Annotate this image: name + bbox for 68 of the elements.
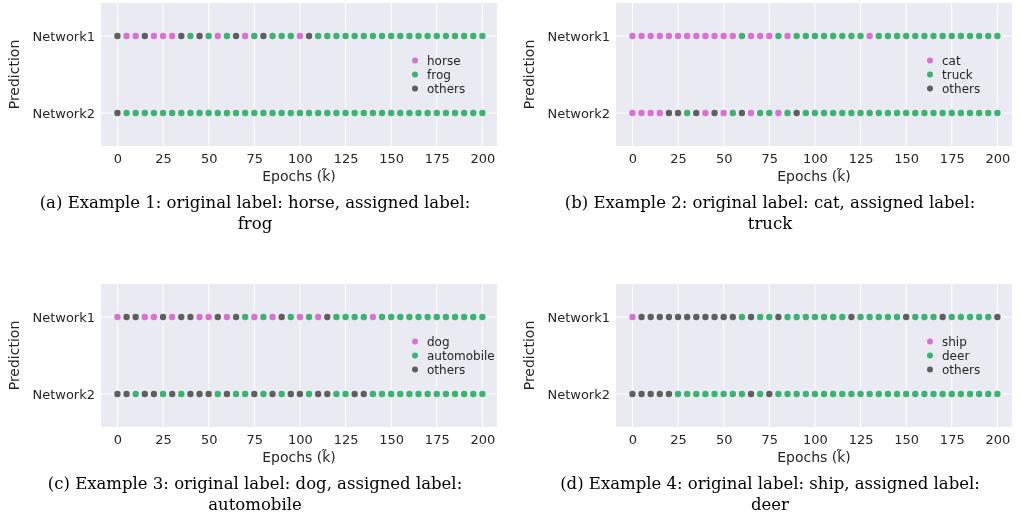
x-tick-label: 100 bbox=[288, 432, 313, 448]
y-tick-label: Network1 bbox=[547, 28, 610, 44]
x-tick-label: 125 bbox=[333, 432, 359, 448]
x-tick-label: 25 bbox=[155, 432, 172, 448]
x-tick-label: 0 bbox=[113, 432, 123, 448]
x-axis-title: Epochs (k̃) bbox=[262, 168, 336, 184]
y-axis-title: Prediction bbox=[6, 39, 22, 110]
x-tick-label: 125 bbox=[333, 151, 359, 167]
y-tick-label: Network1 bbox=[547, 309, 610, 325]
x-tick-label: 50 bbox=[200, 151, 218, 167]
x-tick-label: 200 bbox=[470, 151, 496, 167]
x-axis-title: Epochs (k̃) bbox=[777, 168, 851, 184]
x-tick-label: 50 bbox=[715, 151, 733, 167]
text: (b) Example 2: original label: cat, assigned label: truck bbox=[564, 193, 976, 233]
y-tick-label: Network2 bbox=[547, 105, 610, 121]
legend-label: ship bbox=[942, 334, 967, 349]
x-tick-label: 100 bbox=[803, 151, 828, 167]
legend-label: dog bbox=[427, 334, 450, 349]
x-tick-label: 0 bbox=[628, 151, 638, 167]
x-tick-label: 50 bbox=[200, 432, 218, 448]
y-axis-title: Prediction bbox=[6, 320, 22, 391]
y-tick-label: Network1 bbox=[32, 309, 95, 325]
x-tick-label: 175 bbox=[424, 432, 450, 448]
x-tick-label: 150 bbox=[379, 151, 405, 167]
y-axis-title: Prediction bbox=[521, 320, 537, 391]
y-tick-label: Network2 bbox=[32, 105, 95, 121]
legend-label: others bbox=[942, 81, 981, 96]
x-tick-label: 25 bbox=[155, 151, 172, 167]
x-tick-label: 200 bbox=[985, 432, 1011, 448]
x-tick-label: 125 bbox=[848, 432, 874, 448]
x-tick-label: 25 bbox=[670, 432, 687, 448]
x-tick-label: 100 bbox=[288, 151, 313, 167]
legend-label: automobile bbox=[427, 348, 495, 363]
x-tick-label: 75 bbox=[246, 432, 264, 448]
x-tick-label: 0 bbox=[113, 151, 123, 167]
x-tick-label: 50 bbox=[715, 432, 733, 448]
y-tick-label: Network2 bbox=[32, 386, 95, 402]
legend-label: others bbox=[942, 362, 981, 377]
x-tick-label: 150 bbox=[894, 432, 920, 448]
text: (a) Example 1: original label: horse, assigned label: frog bbox=[39, 193, 471, 233]
legend-label: deer bbox=[942, 348, 970, 363]
x-tick-label: 175 bbox=[939, 151, 965, 167]
y-tick-label: Network2 bbox=[547, 386, 610, 402]
legend-label: frog bbox=[427, 67, 451, 82]
x-axis-title: Epochs (k̃) bbox=[262, 449, 336, 465]
x-tick-label: 150 bbox=[894, 151, 920, 167]
legend-label: truck bbox=[942, 67, 973, 82]
x-tick-label: 200 bbox=[985, 151, 1011, 167]
x-tick-label: 75 bbox=[246, 151, 264, 167]
x-tick-label: 200 bbox=[470, 432, 496, 448]
x-axis-title: Epochs (k̃) bbox=[777, 449, 851, 465]
x-tick-label: 75 bbox=[761, 151, 779, 167]
x-tick-label: 150 bbox=[379, 432, 405, 448]
text: (c) Example 3: original label: dog, assigned label: automobile bbox=[47, 474, 463, 514]
legend-label: cat bbox=[942, 53, 961, 68]
x-tick-label: 125 bbox=[848, 151, 874, 167]
x-tick-label: 75 bbox=[761, 432, 779, 448]
x-tick-label: 100 bbox=[803, 432, 828, 448]
legend-label: others bbox=[427, 362, 466, 377]
legend-label: others bbox=[427, 81, 466, 96]
text: (d) Example 4: original label: ship, assigned label: deer bbox=[560, 474, 980, 514]
x-tick-label: 175 bbox=[424, 151, 450, 167]
y-tick-label: Network1 bbox=[32, 28, 95, 44]
x-tick-label: 0 bbox=[628, 432, 638, 448]
x-tick-label: 25 bbox=[670, 151, 687, 167]
y-axis-title: Prediction bbox=[521, 39, 537, 110]
legend-label: horse bbox=[427, 53, 461, 68]
x-tick-label: 175 bbox=[939, 432, 965, 448]
